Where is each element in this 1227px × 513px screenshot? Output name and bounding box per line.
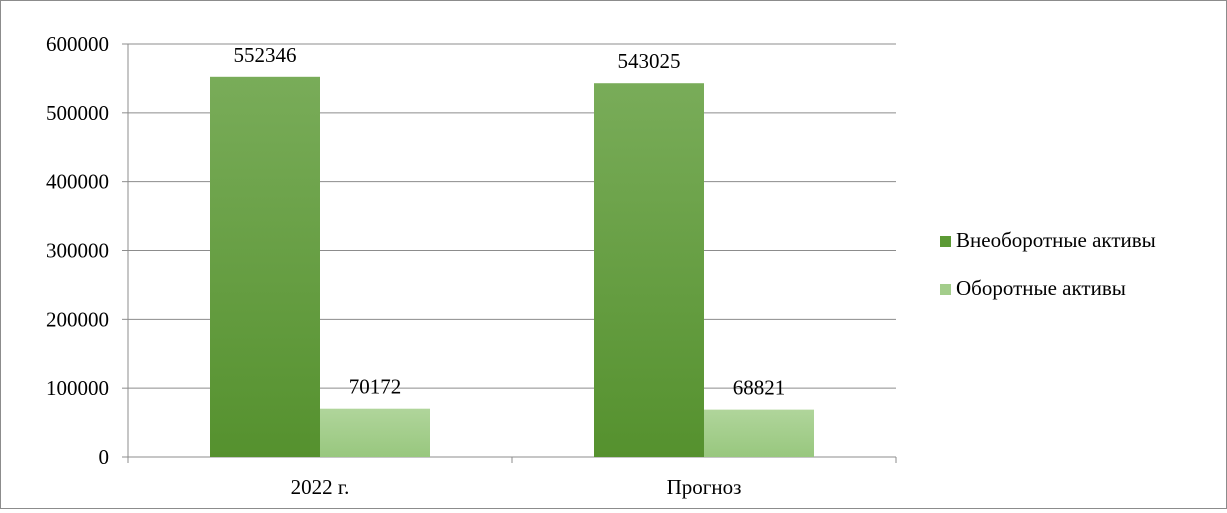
data-label: 70172 — [349, 375, 402, 399]
data-label: 543025 — [618, 49, 681, 73]
y-tick-label: 500000 — [46, 101, 109, 125]
y-tick-label: 400000 — [46, 170, 109, 194]
y-tick-label: 600000 — [46, 32, 109, 56]
x-tick-label: 2022 г. — [291, 475, 350, 499]
bar-current-1 — [704, 409, 814, 457]
y-tick-label: 0 — [99, 445, 110, 469]
legend-swatch — [940, 284, 951, 295]
labels: 0 100000 200000 300000 400000 500000 600000 552… — [46, 32, 785, 499]
x-tick-label: Прогноз — [667, 475, 742, 499]
bar-noncurrent-1 — [594, 83, 704, 458]
legend-swatch — [940, 236, 951, 247]
legend: Внеоборотные активы Оборотные активы — [940, 228, 1156, 300]
bar-current-0 — [320, 408, 430, 457]
bars — [210, 76, 814, 458]
y-tick-label: 200000 — [46, 307, 109, 331]
y-tick-label: 100000 — [46, 376, 109, 400]
legend-label: Внеоборотные активы — [956, 228, 1156, 252]
bar-noncurrent-0 — [210, 76, 320, 458]
y-tick-label: 300000 — [46, 239, 109, 263]
data-label: 552346 — [234, 43, 297, 67]
legend-label: Оборотные активы — [956, 276, 1126, 300]
data-label: 68821 — [733, 376, 786, 400]
